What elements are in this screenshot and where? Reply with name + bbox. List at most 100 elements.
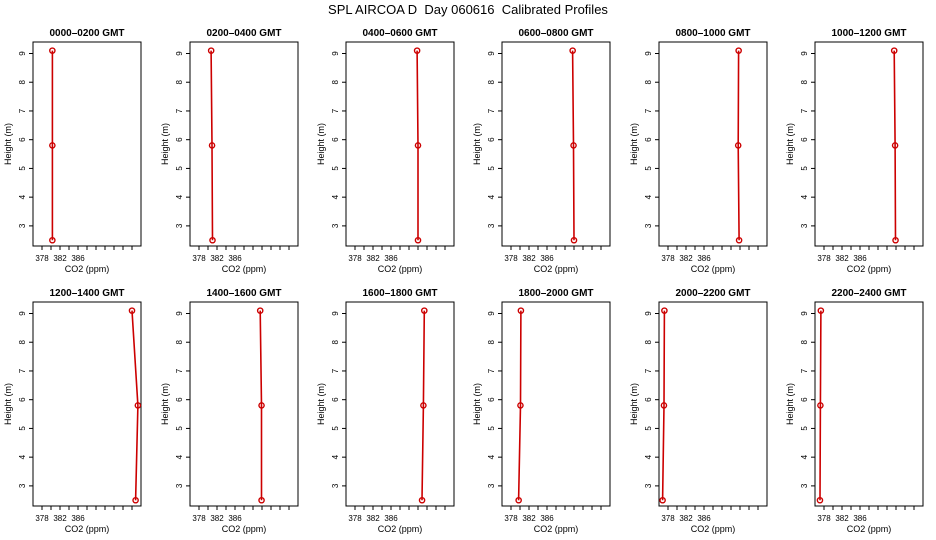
x-tick-label: 382 [522, 514, 536, 523]
y-tick-label: 4 [331, 194, 340, 199]
plot-frame [658, 41, 768, 247]
x-tick-label: 378 [504, 254, 518, 263]
data-point [660, 402, 668, 409]
plot-frame [189, 41, 299, 247]
panel-1: 0000–0200 GMT 378 382 386 3 4 5 6 7 8 9 CO2 (ppm) He… [3, 28, 142, 274]
y-tick-label: 5 [487, 166, 496, 171]
y-axis-label: Height (m) [3, 123, 13, 165]
y-tick-label: 4 [644, 454, 653, 459]
x-axis-label: CO2 (ppm) [534, 524, 579, 534]
profile-line [416, 50, 419, 241]
data-point [661, 307, 668, 314]
panel-title: 0000–0200 GMT [49, 28, 124, 39]
y-tick-label: 4 [487, 194, 496, 199]
y-tick-label: 5 [175, 166, 184, 171]
x-axis-label: CO2 (ppm) [691, 524, 736, 534]
y-tick-label: 7 [800, 108, 809, 113]
x-tick-label: 378 [817, 514, 831, 523]
y-tick-label: 9 [175, 311, 184, 316]
y-tick-label: 5 [331, 426, 340, 431]
y-tick-label: 3 [18, 223, 27, 228]
y-tick-label: 5 [175, 426, 184, 431]
y-tick-label: 8 [175, 339, 184, 344]
y-tick-label: 5 [644, 166, 653, 171]
y-tick-label: 6 [331, 137, 340, 142]
plot-frame [501, 41, 611, 247]
x-tick-label: 382 [679, 254, 693, 263]
y-tick-label: 5 [331, 166, 340, 171]
y-tick-label: 8 [644, 79, 653, 84]
y-tick-label: 4 [175, 194, 184, 199]
y-tick-label: 3 [644, 223, 653, 228]
x-tick-label: 386 [697, 514, 711, 523]
y-tick-label: 9 [487, 311, 496, 316]
panel-10: 1800–2000 GMT 378 382 386 3 4 5 6 7 8 9 CO2 (ppm) He… [472, 288, 611, 534]
y-tick-label: 7 [18, 108, 27, 113]
data-point [816, 496, 824, 504]
x-tick-label: 378 [661, 514, 675, 523]
y-tick-label: 7 [175, 108, 184, 113]
y-tick-label: 3 [175, 483, 184, 488]
y-tick-label: 8 [175, 79, 184, 84]
y-tick-label: 7 [487, 108, 496, 113]
panel-title: 0400–0600 GMT [362, 28, 437, 39]
y-tick-label: 5 [18, 166, 27, 171]
data-point [659, 496, 666, 504]
y-tick-label: 9 [18, 311, 27, 316]
x-axis-label: CO2 (ppm) [65, 524, 110, 534]
plot-frame [658, 301, 768, 507]
data-point [258, 402, 265, 409]
y-axis-label: Height (m) [3, 383, 13, 425]
y-tick-label: 7 [331, 368, 340, 373]
y-tick-label: 9 [331, 51, 340, 56]
figure-title: SPL AIRCOA D Day 060616 Calibrated Profi… [328, 2, 608, 17]
y-tick-label: 9 [800, 51, 809, 56]
data-point [515, 496, 522, 504]
y-tick-label: 8 [331, 339, 340, 344]
y-tick-label: 9 [18, 51, 27, 56]
data-point [208, 142, 216, 149]
profile-line [893, 50, 897, 241]
x-tick-label: 382 [210, 514, 224, 523]
x-tick-label: 386 [384, 254, 398, 263]
plot-frame [814, 41, 924, 247]
data-point [420, 402, 427, 409]
x-axis-label: CO2 (ppm) [222, 264, 267, 274]
y-tick-label: 6 [175, 397, 184, 402]
panel-title: 1600–1800 GMT [362, 288, 437, 299]
y-tick-label: 8 [800, 339, 809, 344]
y-tick-label: 3 [800, 483, 809, 488]
x-tick-label: 378 [817, 254, 831, 263]
x-axis-label: CO2 (ppm) [378, 264, 423, 274]
y-tick-label: 8 [800, 79, 809, 84]
x-tick-label: 382 [522, 254, 536, 263]
y-axis-label: Height (m) [785, 123, 795, 165]
data-point [569, 47, 576, 54]
data-point [128, 307, 136, 314]
data-point [258, 496, 265, 504]
y-tick-label: 6 [644, 397, 653, 402]
x-tick-label: 382 [835, 514, 849, 523]
y-tick-label: 7 [644, 368, 653, 373]
panel-title: 1200–1400 GMT [49, 288, 124, 299]
y-axis-label: Height (m) [472, 123, 482, 165]
y-tick-label: 4 [331, 454, 340, 459]
data-point [134, 402, 142, 409]
x-axis-label: CO2 (ppm) [847, 264, 892, 274]
x-tick-label: 386 [71, 254, 85, 263]
x-tick-label: 386 [697, 254, 711, 263]
plot-frame [814, 301, 924, 507]
data-point [414, 236, 422, 244]
y-tick-label: 7 [18, 368, 27, 373]
y-tick-label: 9 [331, 311, 340, 316]
y-tick-label: 8 [18, 79, 27, 84]
y-tick-label: 6 [487, 397, 496, 402]
y-tick-label: 8 [644, 339, 653, 344]
y-tick-label: 3 [18, 483, 27, 488]
data-point [891, 142, 899, 149]
data-point [517, 402, 524, 409]
panel-title: 2000–2200 GMT [675, 288, 750, 299]
y-tick-label: 7 [487, 368, 496, 373]
y-tick-label: 6 [800, 397, 809, 402]
y-tick-label: 3 [487, 483, 496, 488]
